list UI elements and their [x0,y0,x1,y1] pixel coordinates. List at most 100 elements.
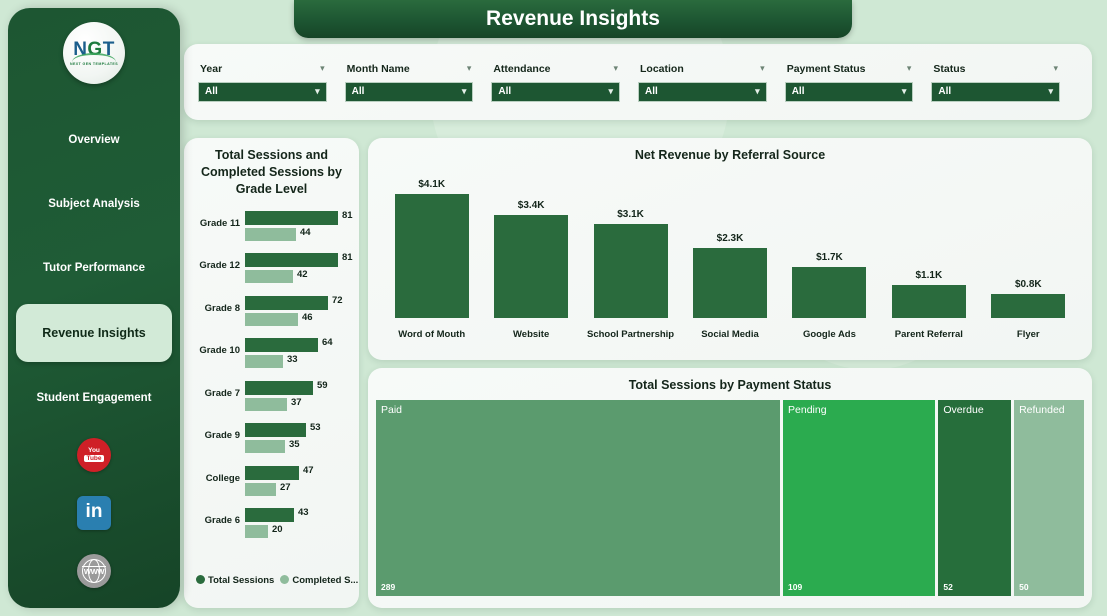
chevron-down-icon[interactable]: ▾ [906,63,912,73]
legend-item[interactable]: Completed S... [280,575,358,586]
filter-value: All [791,86,805,97]
completed-sessions-bar[interactable] [245,355,283,369]
chevron-down-icon[interactable]: ▾ [320,63,325,73]
total-sessions-bar[interactable] [245,295,328,310]
filter-dropdown[interactable]: All ▾ [931,81,1061,102]
sidebar-item-revenue-insights[interactable]: Revenue Insights [16,304,172,362]
filter-dropdown[interactable]: All ▾ [198,81,327,102]
sidebar-item-overview[interactable]: Overview [8,112,180,168]
treemap-cell-value: 50 [1019,581,1029,592]
filter-attendance: Attendance ▾ All ▾ [491,63,638,102]
grade-level-category-label: Grade 10 [199,345,240,357]
grade-level-bar-row[interactable]: Grade 10 64 33 [188,335,359,378]
completed-sessions-bar[interactable] [245,482,276,496]
chevron-down-icon[interactable]: ▾ [760,63,765,73]
revenue-chart-plot: $4.1K Word of Mouth $3.4K Website $3.1K Schoo… [382,164,1078,344]
chevron-down-icon: ▾ [608,86,614,96]
treemap-cell[interactable]: Overdue 52 [938,399,1012,596]
chevron-down-icon: ▾ [901,86,907,96]
revenue-bar[interactable] [792,266,867,318]
completed-sessions-bar[interactable] [245,312,298,326]
grade-level-bar-row[interactable]: Grade 9 53 35 [188,420,359,463]
revenue-value-label: $3.1K [617,208,644,220]
sidebar-item-student-engagement[interactable]: Student Engagement [8,370,180,426]
total-sessions-bar[interactable] [245,423,306,438]
grade-level-bar-row[interactable]: Grade 6 43 20 [188,505,359,548]
filter-dropdown[interactable]: All ▾ [784,81,914,102]
revenue-column[interactable]: $4.1K [394,179,469,318]
revenue-bar[interactable] [891,284,966,318]
social-links: You Tube in WWW [8,438,180,608]
filter-value: All [938,86,952,97]
revenue-bar[interactable] [693,247,767,318]
completed-sessions-value: 35 [289,439,300,451]
revenue-category-label: Flyer [1016,328,1040,340]
filter-value: All [351,86,365,97]
revenue-column[interactable]: $1.1K [891,270,966,318]
treemap-cell-label: Overdue [943,403,984,416]
completed-sessions-bar[interactable] [245,440,285,454]
total-sessions-bar[interactable] [245,508,294,523]
revenue-column[interactable]: $1.7K [792,251,867,318]
grade-level-bar-row[interactable]: Grade 12 81 42 [188,250,359,293]
revenue-column[interactable]: $0.8K [991,279,1066,318]
completed-sessions-bar[interactable] [245,227,296,241]
filter-dropdown[interactable]: All ▾ [344,81,474,102]
revenue-chart-title: Net Revenue by Referral Source [634,148,826,162]
total-sessions-bar[interactable] [245,380,313,395]
completed-sessions-value: 27 [280,481,291,493]
payment-status-treemap-panel: Total Sessions by Payment Status Paid 289… [368,368,1092,608]
grade-level-category-label: Grade 9 [204,430,240,442]
grade-level-bar-row[interactable]: Grade 8 72 46 [188,293,359,336]
total-sessions-value: 47 [303,464,314,476]
sidebar-item-tutor-performance[interactable]: Tutor Performance [8,240,180,296]
chevron-down-icon[interactable]: ▾ [466,63,472,73]
linkedin-icon[interactable]: in [77,496,111,530]
chevron-down-icon[interactable]: ▾ [613,63,619,73]
total-sessions-bar[interactable] [245,465,299,480]
total-sessions-bar[interactable] [245,210,338,225]
filter-label: Payment Status [786,62,866,75]
filter-dropdown[interactable]: All ▾ [638,81,767,102]
legend-item[interactable]: Total Sessions [196,575,274,586]
revenue-column[interactable]: $3.1K [593,208,668,318]
filter-dropdown[interactable]: All ▾ [491,81,621,102]
grade-level-bar-row[interactable]: Grade 11 81 44 [188,208,359,251]
revenue-bar[interactable] [593,223,668,318]
youtube-icon[interactable]: You Tube [77,438,111,472]
completed-sessions-value: 46 [302,311,313,323]
revenue-column[interactable]: $3.4K [494,200,569,318]
total-sessions-bar[interactable] [245,338,318,353]
revenue-category-label: Social Media [701,328,759,340]
filter-header: Status ▾ [931,63,1060,75]
filter-header: Month Name ▾ [345,63,474,75]
payment-status-treemap-title: Total Sessions by Payment Status [628,378,832,392]
chevron-down-icon[interactable]: ▾ [1053,63,1059,73]
legend-swatch-icon [280,575,290,584]
treemap-cell[interactable]: Refunded 50 [1014,399,1084,596]
treemap-cell[interactable]: Paid 289 [376,399,781,596]
revenue-bar[interactable] [991,293,1066,318]
filter-value: All [645,86,658,97]
treemap-cell-value: 289 [381,581,396,592]
total-sessions-bar[interactable] [245,253,338,268]
treemap-cell[interactable]: Pending 109 [783,399,936,596]
filter-payment-status: Payment Status ▾ All ▾ [784,63,932,102]
revenue-bar[interactable] [494,214,569,318]
completed-sessions-bar[interactable] [245,270,293,284]
revenue-bar[interactable] [394,193,469,318]
grade-level-bar-row[interactable]: College 47 27 [188,463,359,506]
grade-level-bar-row[interactable]: Grade 7 59 37 [188,378,359,421]
filter-header: Payment Status ▾ [785,63,914,75]
total-sessions-value: 81 [342,209,353,221]
sidebar-item-subject-analysis[interactable]: Subject Analysis [8,176,180,232]
website-icon-label: WWW [83,566,105,576]
revenue-column[interactable]: $2.3K [693,233,767,318]
globe-meridian-inner-icon [88,559,100,583]
website-icon[interactable]: WWW [77,554,111,588]
filter-header: Attendance ▾ [491,63,620,75]
grade-level-category-label: Grade 7 [204,387,240,399]
revenue-value-label: $1.7K [816,251,843,263]
completed-sessions-bar[interactable] [245,525,268,539]
completed-sessions-bar[interactable] [245,397,287,411]
